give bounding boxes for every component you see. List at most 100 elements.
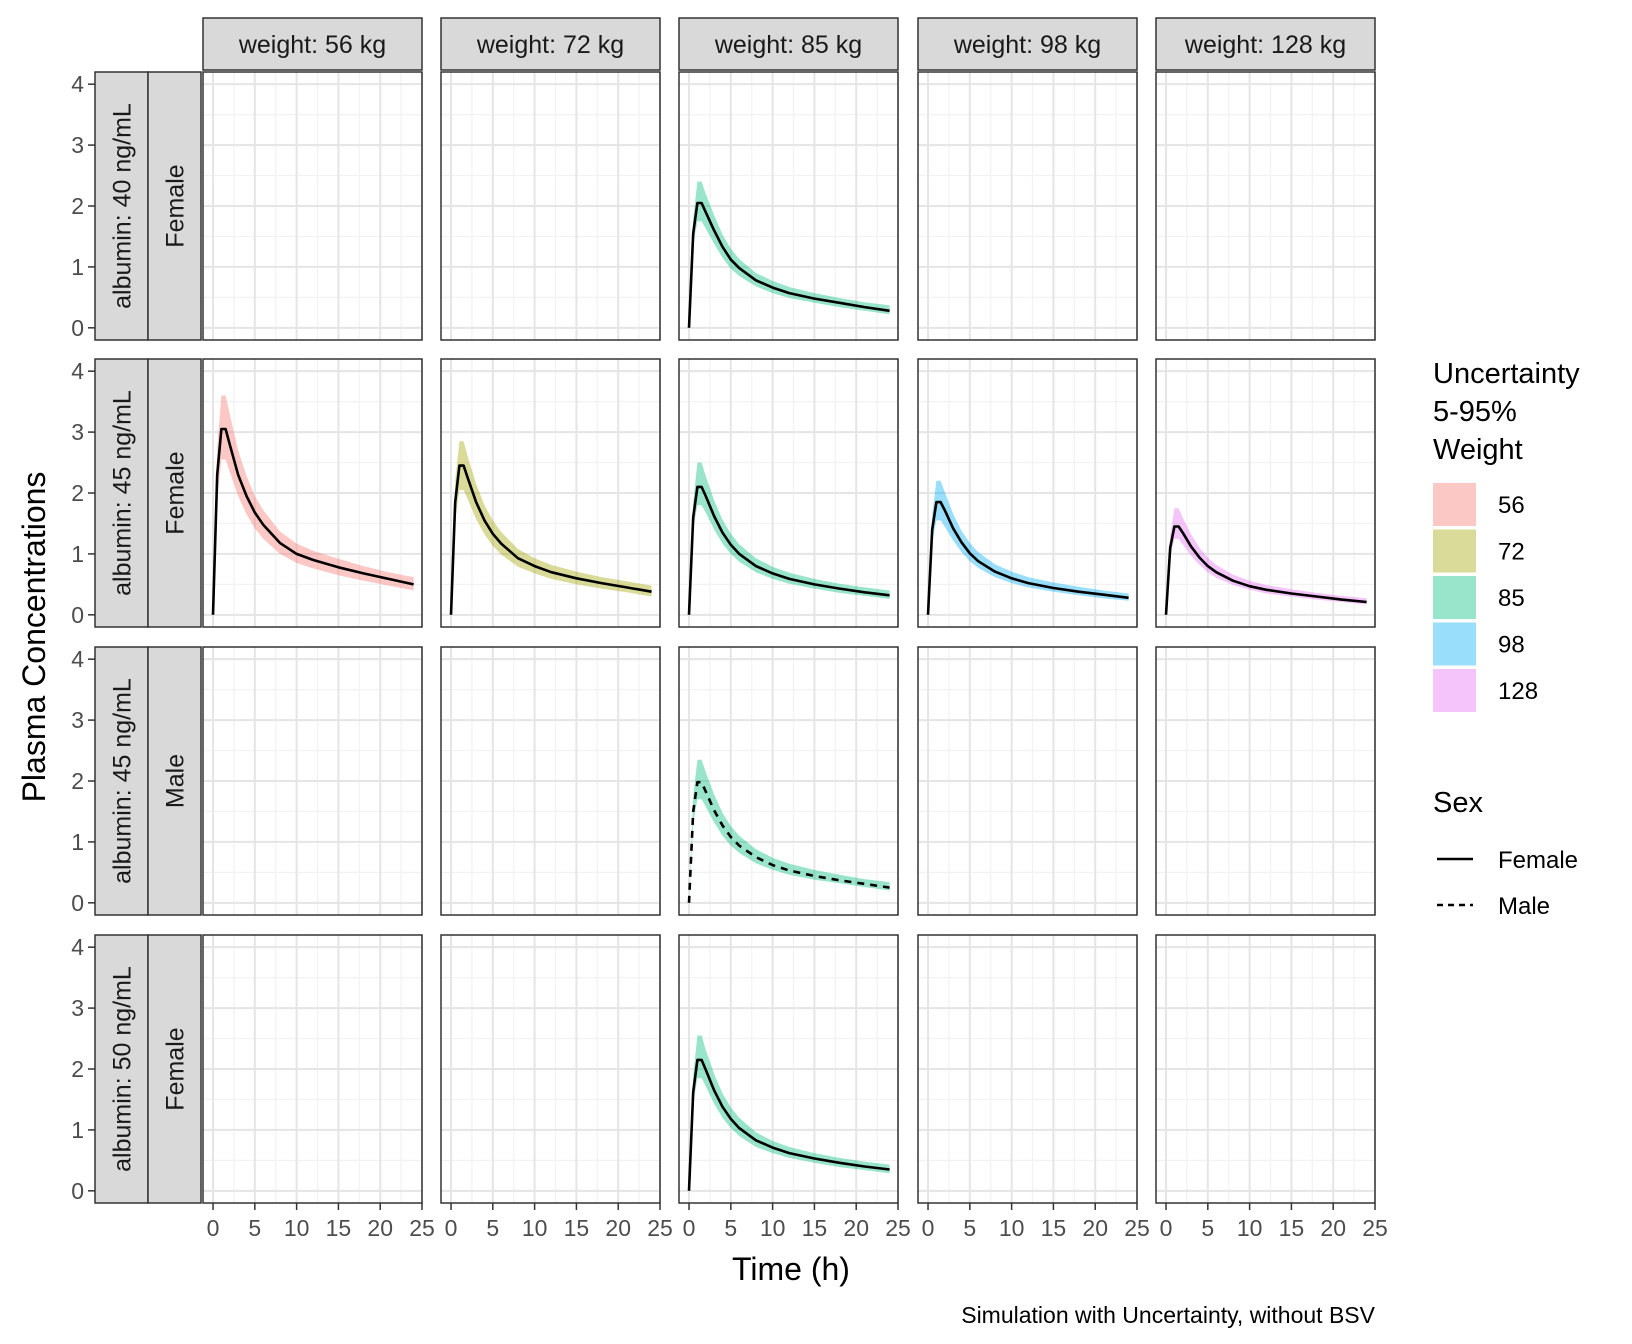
panel-border bbox=[440, 71, 661, 341]
series-85-male bbox=[687, 759, 890, 903]
panel-border bbox=[440, 934, 661, 1204]
x-tick-label: 5 bbox=[248, 1215, 261, 1241]
legend-fill-swatch bbox=[1433, 622, 1476, 666]
y-tick-label: 0 bbox=[71, 1178, 84, 1204]
legend-key-background bbox=[1433, 669, 1476, 712]
y-tick-label: 4 bbox=[71, 71, 84, 97]
y-tick-label: 1 bbox=[71, 1117, 84, 1143]
uncertainty-ribbon bbox=[213, 395, 414, 615]
row-strip-sex-2 bbox=[147, 646, 202, 916]
legend-sex-label: Female bbox=[1498, 847, 1578, 874]
y-tick-label: 3 bbox=[71, 995, 84, 1021]
x-axis: 0 5 10 15 20 25 0 5 10 15 20 25 0 5 10 15 20 25 0 5 10 15 20 25… bbox=[207, 1203, 1388, 1241]
row-strips: albumin: 40 ng/mL Female albumin: 45 ng/mL… bbox=[94, 71, 202, 1204]
panel-border bbox=[678, 934, 899, 1204]
x-axis-title: Time (h) bbox=[732, 1251, 850, 1287]
y-tick-label: 4 bbox=[71, 934, 84, 960]
legend-fill-item-72: 72 bbox=[1433, 529, 1525, 573]
column-strip-label: weight: 72 kg bbox=[476, 31, 624, 59]
y-tick-label: 4 bbox=[71, 646, 84, 672]
y-tick-label: 0 bbox=[71, 315, 84, 341]
concentration-line bbox=[211, 427, 414, 615]
column-strip-2 bbox=[678, 17, 899, 71]
x-tick-label: 15 bbox=[1041, 1215, 1067, 1241]
row-strip-sex-label: Male bbox=[162, 754, 190, 808]
y-tick-label: 2 bbox=[71, 480, 84, 506]
y-tick-label: 0 bbox=[71, 602, 84, 628]
panel-border bbox=[202, 358, 423, 628]
panel-r2-c4 bbox=[1156, 647, 1376, 915]
x-tick-label: 15 bbox=[564, 1215, 590, 1241]
x-tick-label: 20 bbox=[367, 1215, 393, 1241]
panel-r0-c3 bbox=[918, 72, 1138, 340]
uncertainty-ribbon bbox=[928, 480, 1129, 615]
column-strip-label: weight: 85 kg bbox=[714, 31, 862, 59]
panel-border bbox=[1155, 934, 1376, 1204]
uncertainty-ribbon bbox=[689, 1035, 890, 1191]
concentration-line bbox=[687, 780, 890, 903]
panel-border bbox=[917, 934, 1138, 1204]
row-strip-albumin-0 bbox=[94, 71, 149, 341]
series-85-female bbox=[687, 462, 890, 615]
legend-fill-item-56: 56 bbox=[1433, 483, 1525, 526]
y-tick-label: 1 bbox=[71, 541, 84, 567]
y-tick-label: 3 bbox=[71, 132, 84, 158]
x-tick-label: 0 bbox=[922, 1215, 935, 1241]
y-tick-label: 0 bbox=[71, 890, 84, 916]
legend-fill-label: 98 bbox=[1498, 632, 1525, 659]
row-strip-sex-label: Female bbox=[162, 164, 190, 247]
panel-r0-c2 bbox=[679, 72, 899, 340]
row-strip-albumin-3 bbox=[94, 934, 149, 1204]
column-strip-label: weight: 98 kg bbox=[953, 31, 1101, 59]
x-tick-label: 0 bbox=[1160, 1215, 1173, 1241]
column-strip-label: weight: 56 kg bbox=[238, 31, 386, 59]
y-tick-label: 2 bbox=[71, 193, 84, 219]
row-strip-sex-1 bbox=[147, 358, 202, 628]
x-tick-label: 5 bbox=[486, 1215, 499, 1241]
x-tick-label: 10 bbox=[999, 1215, 1025, 1241]
y-tick-label: 2 bbox=[71, 1056, 84, 1082]
panel-border bbox=[1155, 646, 1376, 916]
row-strip-sex-label: Female bbox=[162, 1027, 190, 1110]
series-56-female bbox=[211, 395, 414, 615]
panel-border bbox=[678, 71, 899, 341]
x-tick-label: 0 bbox=[207, 1215, 220, 1241]
panel-border bbox=[917, 358, 1138, 628]
panel-border bbox=[678, 646, 899, 916]
x-tick-label: 10 bbox=[284, 1215, 310, 1241]
legend-fill-label: 72 bbox=[1498, 539, 1525, 566]
uncertainty-ribbon bbox=[689, 759, 890, 903]
x-tick-label: 20 bbox=[1320, 1215, 1346, 1241]
legend-fill-swatch bbox=[1433, 576, 1476, 619]
concentration-line bbox=[449, 464, 652, 615]
panel-border bbox=[440, 646, 661, 916]
y-tick-label: 1 bbox=[71, 254, 84, 280]
panel-border bbox=[1155, 71, 1376, 341]
legend-sex-item-male: Male bbox=[1437, 893, 1550, 920]
row-strip-albumin-label: albumin: 45 ng/mL bbox=[109, 390, 137, 596]
y-axis-title: Plasma Concentrations bbox=[16, 472, 52, 803]
panel-r0-c0 bbox=[203, 72, 423, 340]
x-tick-label: 0 bbox=[445, 1215, 458, 1241]
legend-fill-label: 56 bbox=[1498, 492, 1525, 519]
panel-r1-c1 bbox=[441, 359, 661, 627]
x-tick-label: 20 bbox=[605, 1215, 631, 1241]
x-tick-label: 15 bbox=[802, 1215, 828, 1241]
column-strip-4 bbox=[1155, 17, 1376, 71]
legend-fill-swatch bbox=[1433, 483, 1476, 526]
column-strips: weight: 56 kg weight: 72 kg weight: 85 kg w… bbox=[202, 17, 1376, 71]
caption: Simulation with Uncertainty, without BSV bbox=[961, 1302, 1375, 1328]
x-tick-label: 25 bbox=[1124, 1215, 1150, 1241]
legend-fill-swatch bbox=[1433, 669, 1476, 712]
legend-fill-title-line: Uncertainty bbox=[1433, 358, 1580, 390]
y-tick-label: 4 bbox=[71, 358, 84, 384]
row-strip-sex-3 bbox=[147, 934, 202, 1204]
legend-fill-title-line: Weight bbox=[1433, 434, 1523, 466]
x-tick-label: 10 bbox=[1237, 1215, 1263, 1241]
column-strip-1 bbox=[440, 17, 661, 71]
panel-border bbox=[917, 646, 1138, 916]
uncertainty-ribbon bbox=[689, 462, 890, 615]
panel-r1-c2 bbox=[679, 359, 899, 627]
legend-fill-item-85: 85 bbox=[1433, 576, 1525, 619]
